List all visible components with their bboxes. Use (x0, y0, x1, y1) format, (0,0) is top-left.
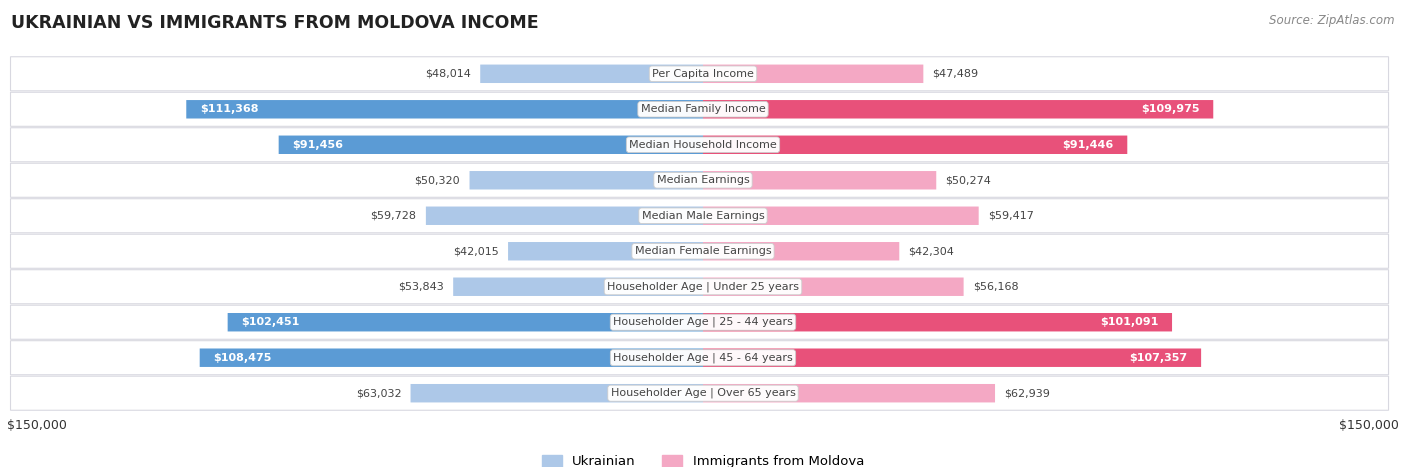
FancyBboxPatch shape (10, 163, 1389, 197)
Text: $63,032: $63,032 (356, 388, 401, 398)
FancyBboxPatch shape (703, 313, 1173, 332)
FancyBboxPatch shape (703, 242, 900, 261)
FancyBboxPatch shape (411, 384, 703, 403)
Text: $109,975: $109,975 (1140, 104, 1199, 114)
FancyBboxPatch shape (703, 64, 924, 83)
FancyBboxPatch shape (278, 135, 703, 154)
Text: $107,357: $107,357 (1129, 353, 1187, 363)
FancyBboxPatch shape (703, 206, 979, 225)
FancyBboxPatch shape (703, 135, 1128, 154)
FancyBboxPatch shape (426, 206, 703, 225)
FancyBboxPatch shape (703, 384, 995, 403)
FancyBboxPatch shape (10, 376, 1389, 410)
FancyBboxPatch shape (186, 100, 703, 119)
FancyBboxPatch shape (703, 277, 963, 296)
Text: UKRAINIAN VS IMMIGRANTS FROM MOLDOVA INCOME: UKRAINIAN VS IMMIGRANTS FROM MOLDOVA INC… (11, 14, 538, 32)
FancyBboxPatch shape (508, 242, 703, 261)
Text: Median Male Earnings: Median Male Earnings (641, 211, 765, 221)
FancyBboxPatch shape (481, 64, 703, 83)
Text: Householder Age | 25 - 44 years: Householder Age | 25 - 44 years (613, 317, 793, 327)
Text: Per Capita Income: Per Capita Income (652, 69, 754, 79)
FancyBboxPatch shape (228, 313, 703, 332)
Text: $50,274: $50,274 (946, 175, 991, 185)
FancyBboxPatch shape (10, 234, 1389, 268)
FancyBboxPatch shape (10, 270, 1389, 304)
FancyBboxPatch shape (703, 100, 1213, 119)
FancyBboxPatch shape (703, 348, 1201, 367)
FancyBboxPatch shape (10, 128, 1389, 162)
FancyBboxPatch shape (703, 171, 936, 190)
FancyBboxPatch shape (10, 92, 1389, 126)
Text: Householder Age | Over 65 years: Householder Age | Over 65 years (610, 388, 796, 398)
Text: $150,000: $150,000 (7, 419, 67, 432)
FancyBboxPatch shape (10, 305, 1389, 339)
Text: Median Earnings: Median Earnings (657, 175, 749, 185)
Text: Median Family Income: Median Family Income (641, 104, 765, 114)
Text: Median Household Income: Median Household Income (628, 140, 778, 150)
FancyBboxPatch shape (10, 57, 1389, 91)
Text: $108,475: $108,475 (214, 353, 271, 363)
Text: $42,304: $42,304 (908, 246, 955, 256)
Text: $150,000: $150,000 (1339, 419, 1399, 432)
Text: $50,320: $50,320 (415, 175, 460, 185)
Legend: Ukrainian, Immigrants from Moldova: Ukrainian, Immigrants from Moldova (541, 455, 865, 467)
FancyBboxPatch shape (10, 341, 1389, 375)
Text: $47,489: $47,489 (932, 69, 979, 79)
Text: $56,168: $56,168 (973, 282, 1018, 292)
FancyBboxPatch shape (200, 348, 703, 367)
Text: $111,368: $111,368 (200, 104, 259, 114)
Text: $59,417: $59,417 (988, 211, 1033, 221)
Text: $101,091: $101,091 (1099, 317, 1159, 327)
Text: $91,456: $91,456 (292, 140, 343, 150)
Text: $102,451: $102,451 (242, 317, 299, 327)
Text: $59,728: $59,728 (371, 211, 416, 221)
Text: Source: ZipAtlas.com: Source: ZipAtlas.com (1270, 14, 1395, 27)
Text: Householder Age | 45 - 64 years: Householder Age | 45 - 64 years (613, 353, 793, 363)
Text: $48,014: $48,014 (425, 69, 471, 79)
Text: $42,015: $42,015 (453, 246, 499, 256)
Text: $62,939: $62,939 (1004, 388, 1050, 398)
Text: Householder Age | Under 25 years: Householder Age | Under 25 years (607, 282, 799, 292)
Text: $53,843: $53,843 (398, 282, 444, 292)
FancyBboxPatch shape (10, 199, 1389, 233)
Text: Median Female Earnings: Median Female Earnings (634, 246, 772, 256)
FancyBboxPatch shape (470, 171, 703, 190)
Text: $91,446: $91,446 (1062, 140, 1114, 150)
FancyBboxPatch shape (453, 277, 703, 296)
